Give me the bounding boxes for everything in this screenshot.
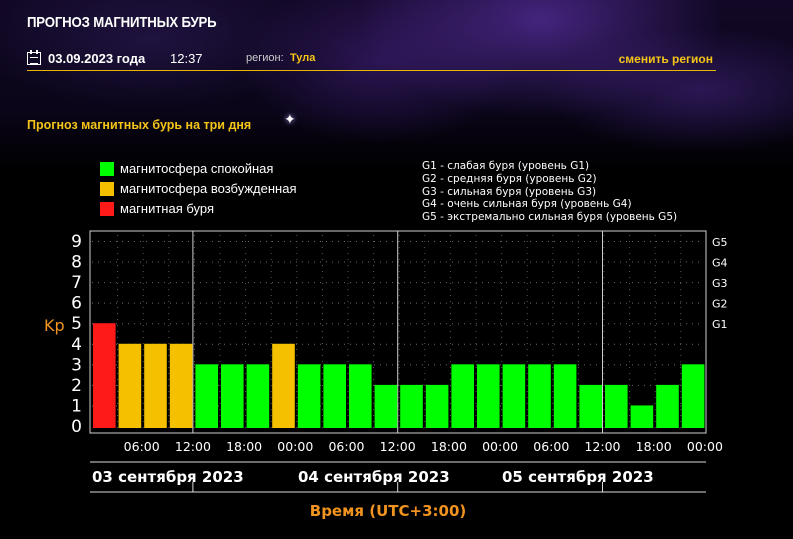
sparkle-icon: ✦ — [284, 111, 296, 127]
kp-bar — [425, 384, 449, 428]
kp-bar — [579, 384, 602, 428]
day-label: 05 сентября 2023 — [502, 468, 654, 486]
x-tick-label: 00:00 — [277, 439, 313, 454]
kp-bar — [349, 364, 372, 428]
day-label: 03 сентября 2023 — [92, 468, 244, 486]
y-tick-label: 8 — [71, 253, 82, 273]
info-bar: 03.09.2023 года 12:37 регион: Тула смени… — [27, 50, 716, 71]
legend-label: магнитосфера возбужденная — [120, 181, 297, 196]
x-tick-label: 06:00 — [328, 439, 364, 454]
kp-bar — [630, 405, 654, 428]
x-tick-label: 18:00 — [226, 439, 262, 454]
kp-bar — [221, 364, 244, 428]
legend-label: магнитная буря — [120, 201, 215, 216]
kp-bar — [118, 343, 142, 428]
y-axis-label: Kp — [44, 316, 65, 335]
kp-bar — [477, 364, 500, 428]
kp-bar — [502, 364, 526, 428]
kp-bar — [681, 364, 705, 428]
kp-bar — [195, 364, 218, 428]
g-legend-g5: G5 - экстремально сильная буря (уровень … — [422, 211, 678, 224]
legend-label: магнитосфера спокойная — [120, 161, 274, 176]
x-tick-label: 12:00 — [175, 439, 211, 454]
g-level-label: G2 — [712, 298, 728, 311]
storm-level-legend: G1 - слабая буря (уровень G1) G2 - средн… — [422, 160, 677, 224]
kp-bar — [144, 343, 167, 428]
kp-bar — [400, 384, 423, 428]
legend-swatch-storm — [100, 202, 114, 216]
kp-bar — [272, 343, 295, 428]
y-tick-label: 5 — [71, 314, 82, 334]
x-tick-label: 06:00 — [533, 439, 569, 454]
kp-bar — [323, 364, 346, 428]
kp-bar — [297, 364, 321, 428]
y-tick-label: 0 — [71, 417, 82, 437]
site-title: ПРОГНОЗ МАГНИТНЫХ БУРЬ — [27, 14, 217, 31]
y-tick-label: 9 — [71, 232, 82, 252]
region-label: регион: — [246, 52, 284, 64]
kp-bar — [374, 384, 398, 428]
calendar-icon — [27, 50, 41, 65]
x-tick-label: 12:00 — [584, 439, 620, 454]
g-legend-g2: G2 - средняя буря (уровень G2) — [422, 172, 597, 185]
y-tick-label: 6 — [71, 294, 82, 314]
y-tick-label: 2 — [71, 376, 82, 396]
g-level-label: G1 — [712, 318, 728, 331]
y-tick-label: 7 — [71, 273, 82, 293]
legend-swatch-quiet — [100, 162, 114, 176]
kp-bar — [451, 364, 474, 428]
change-region-link[interactable]: сменить регион — [618, 52, 713, 66]
g-legend-g3: G3 - сильная буря (уровень G3) — [422, 185, 597, 198]
g-level-label: G5 — [712, 236, 728, 249]
kp-bar — [246, 364, 270, 428]
day-label: 04 сентября 2023 — [298, 468, 450, 486]
g-legend-g4: G4 - очень сильная буря (уровень G4) — [422, 198, 632, 211]
x-tick-label: 00:00 — [482, 439, 518, 454]
kp-bar — [528, 364, 551, 428]
kp-bar — [553, 364, 577, 428]
x-tick-label: 06:00 — [124, 439, 160, 454]
current-time: 12:37 — [170, 51, 203, 66]
kp-bar — [605, 384, 628, 428]
kp-bar — [93, 323, 116, 428]
x-tick-label: 18:00 — [636, 439, 672, 454]
x-tick-label: 00:00 — [687, 439, 723, 454]
g-level-label: G3 — [712, 277, 728, 290]
y-tick-label: 3 — [71, 355, 82, 375]
kp-bar — [656, 384, 679, 428]
x-axis-title: Время (UTC+3:00) — [310, 502, 466, 520]
legend-swatch-active — [100, 182, 114, 196]
x-tick-label: 12:00 — [380, 439, 416, 454]
x-tick-label: 18:00 — [431, 439, 467, 454]
y-tick-label: 1 — [71, 396, 82, 416]
kp-bar — [169, 343, 193, 428]
g-legend-g1: G1 - слабая буря (уровень G1) — [422, 160, 590, 172]
current-date: 03.09.2023 года — [48, 51, 146, 66]
g-level-label: G4 — [712, 257, 728, 270]
region-value: Тула — [290, 52, 316, 64]
forecast-title: Прогноз магнитных бурь на три дня — [27, 118, 252, 132]
y-tick-label: 4 — [71, 335, 82, 355]
